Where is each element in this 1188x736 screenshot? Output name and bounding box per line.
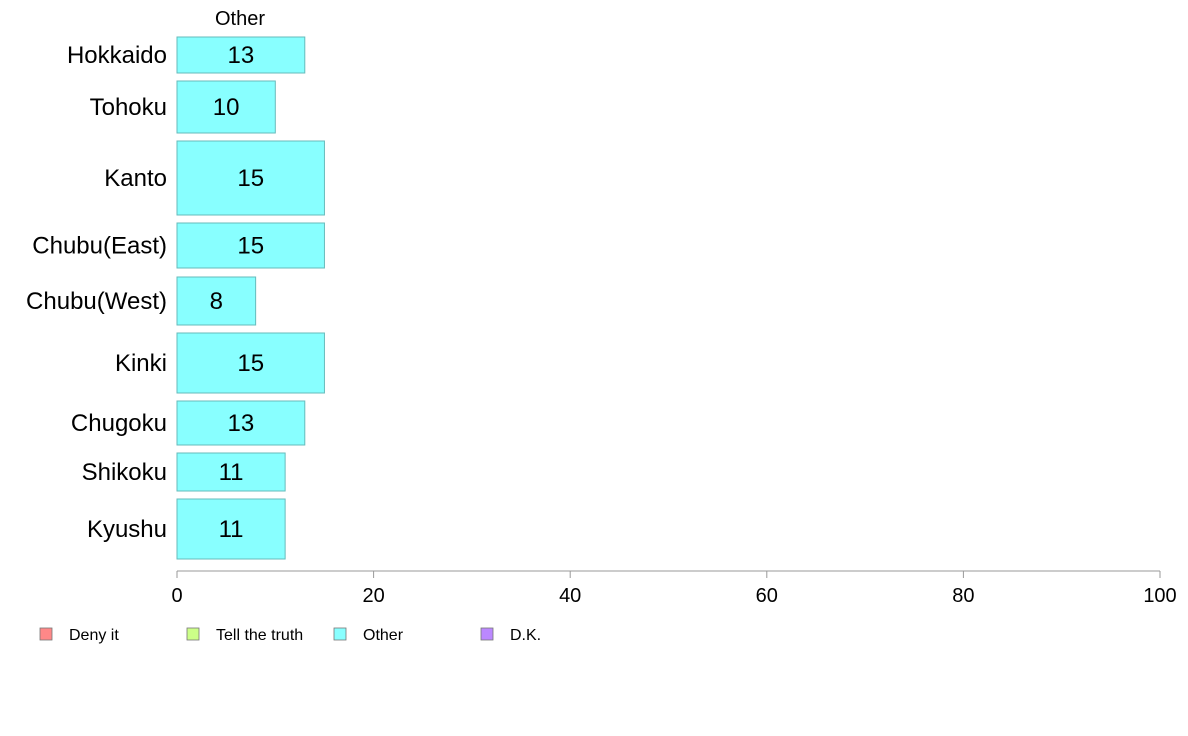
- legend-swatch: [186, 627, 200, 641]
- x-tick-label: 40: [559, 585, 581, 607]
- category-label: Chubu(West): [26, 288, 167, 315]
- category-label: Kinki: [115, 350, 167, 377]
- bar-chugoku: [176, 400, 306, 446]
- category-label: Kanto: [104, 165, 167, 192]
- legend-label: Other: [363, 627, 404, 644]
- value-label: 11: [219, 459, 244, 486]
- value-label: 13: [228, 42, 255, 69]
- value-label: 11: [219, 516, 244, 543]
- x-tick-label: 0: [171, 585, 182, 607]
- x-tick-label: 60: [756, 585, 778, 607]
- x-tick-label: 20: [362, 585, 384, 607]
- category-label: Chugoku: [71, 410, 167, 437]
- category-label: Shikoku: [82, 459, 167, 486]
- legend-label: Deny it: [69, 627, 119, 644]
- value-label: 15: [237, 165, 264, 192]
- value-label: 15: [237, 233, 264, 260]
- category-label: Kyushu: [87, 516, 167, 543]
- bar-shikoku: [176, 452, 286, 492]
- value-label: 10: [213, 94, 240, 121]
- category-label: Chubu(East): [32, 233, 167, 260]
- legend-swatch: [480, 627, 494, 641]
- legend-swatch: [333, 627, 347, 641]
- panel-title: Other: [215, 8, 265, 30]
- value-label: 15: [237, 350, 264, 377]
- category-label: Hokkaido: [67, 42, 167, 69]
- legend: Deny it Tell the truth Other D.K.: [39, 627, 541, 644]
- bar-kyushu: [176, 498, 286, 560]
- legend-label: Tell the truth: [216, 627, 303, 644]
- x-tick-label: 80: [952, 585, 974, 607]
- x-axis: 0 20 40 60 80 100: [171, 570, 1177, 607]
- bar-chubu-west-: [176, 276, 257, 326]
- legend-label: D.K.: [510, 627, 541, 644]
- bar-kinki: [176, 332, 325, 394]
- bar-tohoku: [176, 80, 276, 134]
- category-label: Tohoku: [90, 94, 167, 121]
- value-label: 13: [228, 410, 255, 437]
- value-label: 8: [210, 288, 223, 315]
- legend-swatch: [39, 627, 53, 641]
- x-tick-label: 100: [1143, 585, 1176, 607]
- bar-chubu-east-: [176, 222, 325, 269]
- bars-group: Hokkaido 13 Tohoku 10 Kanto 15 Chubu(East) 15 Ch…: [26, 36, 325, 560]
- bar-hokkaido: [176, 36, 306, 74]
- bar-kanto: [176, 140, 325, 216]
